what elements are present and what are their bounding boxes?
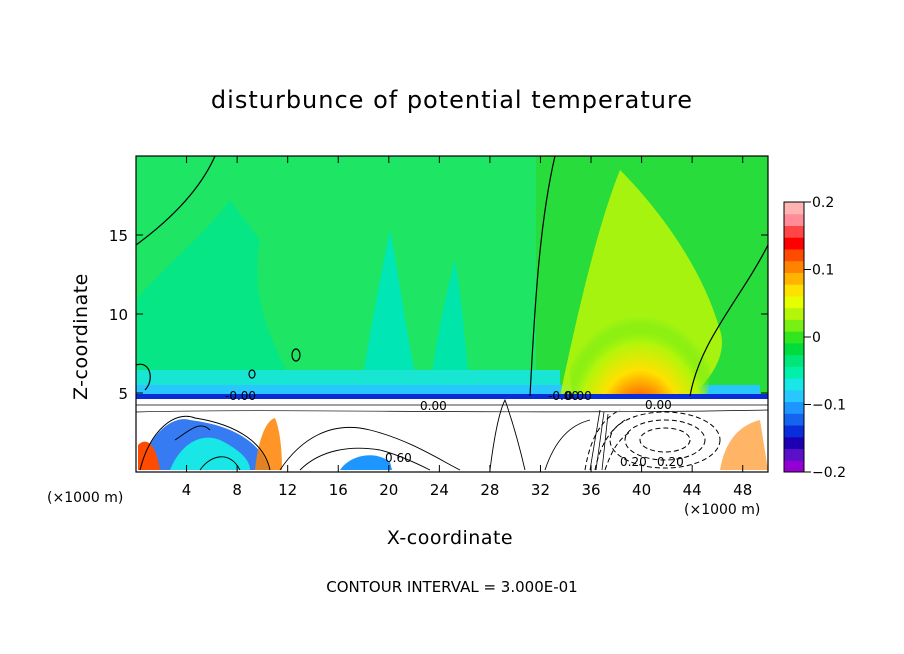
colorbar-swatch bbox=[784, 436, 804, 450]
contour-label: 0.00 bbox=[565, 389, 592, 403]
colorbar-swatch bbox=[784, 389, 804, 403]
contour-label: -0.00 bbox=[225, 389, 256, 403]
contour-label: 0.00 bbox=[645, 398, 672, 412]
colorbar-swatch bbox=[784, 331, 804, 344]
x-tick-label: 8 bbox=[232, 481, 242, 499]
x-tick-label: 4 bbox=[182, 481, 192, 499]
x-tick-label: 12 bbox=[278, 481, 297, 499]
contour-label: 0.20 bbox=[657, 455, 684, 469]
colorbar-swatch bbox=[784, 260, 804, 273]
colorbar bbox=[784, 202, 804, 473]
colorbar-swatch bbox=[784, 295, 804, 309]
x-axis: 4 8 12 16 20 24 28 32 36 40 44 48 bbox=[182, 156, 752, 499]
y-tick-label: 15 bbox=[109, 227, 128, 245]
contour-label: 0.20 bbox=[620, 455, 647, 469]
x-tick-label: 40 bbox=[632, 481, 651, 499]
colorbar-tick-label: 0.2 bbox=[812, 195, 834, 211]
colorbar-swatch bbox=[784, 401, 804, 414]
x-tick-label: 28 bbox=[480, 481, 499, 499]
y-tick-label: 10 bbox=[109, 306, 128, 324]
colorbar-swatch bbox=[784, 319, 804, 332]
x-tick-label: 36 bbox=[581, 481, 600, 499]
colorbar-swatch bbox=[784, 425, 804, 438]
colorbar-swatch bbox=[784, 202, 804, 215]
x-unit-label-left: (×1000 m) bbox=[47, 490, 124, 506]
colorbar-swatch bbox=[784, 284, 804, 297]
heatmap-field bbox=[136, 156, 768, 472]
x-unit-label-right: (×1000 m) bbox=[684, 502, 761, 518]
colorbar-ticks: 0.2 0.1 0 −0.1 −0.2 bbox=[804, 195, 846, 481]
contour-label: 0.60 bbox=[385, 451, 412, 465]
colorbar-swatch bbox=[784, 307, 804, 320]
contour-label: -0.00 bbox=[548, 389, 579, 403]
contour-lines bbox=[136, 156, 768, 471]
x-tick-label: 32 bbox=[531, 481, 550, 499]
x-axis-label: X-coordinate bbox=[386, 527, 514, 549]
x-tick-label: 44 bbox=[683, 481, 702, 499]
contour-label: 0.00 bbox=[420, 399, 447, 413]
colorbar-swatch bbox=[784, 213, 804, 226]
x-tick-label: 20 bbox=[379, 481, 398, 499]
x-tick-label: 16 bbox=[329, 481, 348, 499]
colorbar-tick-label: 0.1 bbox=[812, 263, 834, 279]
colorbar-swatch bbox=[784, 272, 804, 285]
chart-title: disturbunce of potential temperature bbox=[210, 86, 694, 114]
colorbar-swatch bbox=[784, 378, 804, 391]
colorbar-tick-label: 0 bbox=[812, 330, 821, 346]
colorbar-swatch bbox=[784, 448, 804, 461]
colorbar-tick-label: −0.2 bbox=[812, 465, 846, 481]
colorbar-swatch bbox=[784, 342, 804, 356]
colorbar-swatch bbox=[784, 354, 804, 367]
colorbar-swatch bbox=[784, 248, 804, 262]
y-tick-label: 5 bbox=[118, 385, 128, 403]
x-tick-label: 48 bbox=[733, 481, 752, 499]
colorbar-tick-label: −0.1 bbox=[812, 398, 846, 414]
contour-interval-note: CONTOUR INTERVAL = 3.000E-01 bbox=[326, 578, 578, 596]
x-tick-label: 24 bbox=[430, 481, 449, 499]
y-axis: 5 10 15 bbox=[109, 227, 768, 403]
colorbar-swatch bbox=[784, 366, 804, 379]
colorbar-swatch bbox=[784, 413, 804, 426]
colorbar-swatch bbox=[784, 237, 804, 250]
colorbar-swatch bbox=[784, 225, 804, 238]
colorbar-swatch bbox=[784, 460, 804, 473]
